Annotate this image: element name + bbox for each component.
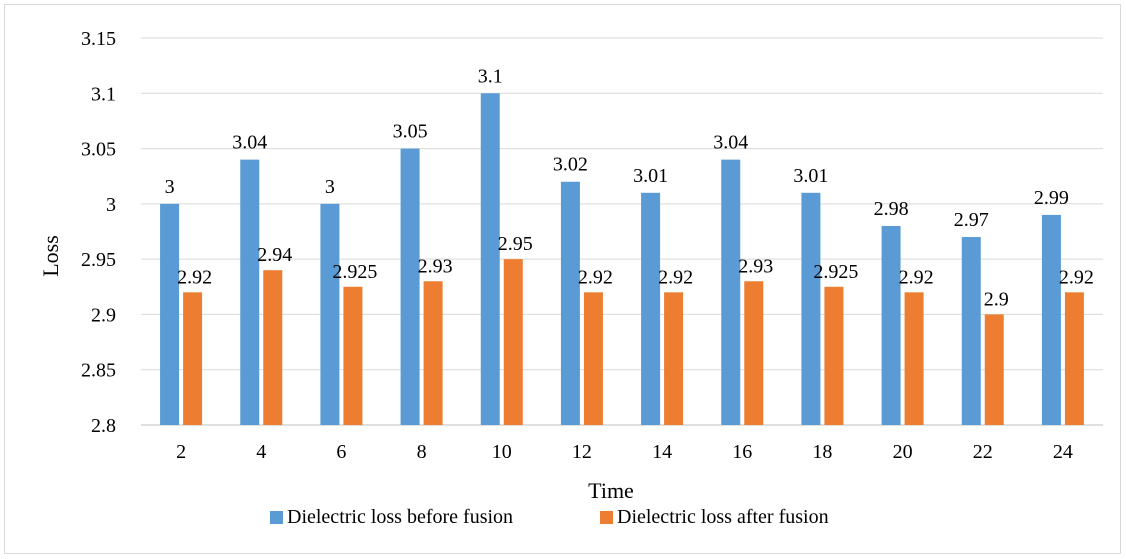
bar-before — [400, 148, 420, 426]
legend: Dielectric loss before fusion Dielectric … — [270, 506, 829, 528]
data-label: 2.93 — [738, 255, 773, 277]
x-tick-label: 20 — [893, 441, 913, 463]
data-label: 3.01 — [633, 165, 668, 187]
data-label: 3 — [165, 176, 175, 198]
y-tick-label: 3.15 — [81, 28, 116, 50]
bar-before — [160, 203, 180, 425]
y-tick-label: 2.8 — [91, 415, 116, 437]
bar-before — [881, 225, 901, 425]
legend-swatch — [600, 511, 613, 524]
bar-before — [961, 237, 981, 425]
data-label: 2.95 — [498, 233, 533, 255]
x-axis-ticks: 2 4 6 8 10 12 14 16 18 20 22 24 — [176, 441, 1073, 463]
bar-after — [664, 292, 684, 425]
y-tick-label: 2.9 — [91, 304, 116, 326]
y-tick-label: 2.85 — [81, 360, 116, 382]
bar-after — [183, 292, 203, 425]
data-label: 2.99 — [1034, 187, 1069, 209]
data-labels: 3 2.92 3.04 2.94 3 2.925 3.05 2.93 3.1 2.95 3.02 2.… — [165, 65, 1094, 310]
bar-after — [824, 286, 844, 425]
data-label: 2.92 — [658, 266, 693, 288]
data-label: 2.92 — [1059, 266, 1094, 288]
bar-before — [801, 192, 821, 425]
x-tick-label: 18 — [812, 441, 832, 463]
data-label: 2.92 — [578, 266, 613, 288]
x-tick-label: 6 — [336, 441, 346, 463]
legend-label: Dielectric loss after fusion — [617, 506, 829, 528]
bar-after — [263, 270, 283, 425]
data-label: 2.98 — [874, 198, 909, 220]
data-label: 2.97 — [954, 209, 989, 231]
y-tick-label: 3.05 — [81, 139, 116, 161]
data-label: 2.9 — [984, 288, 1009, 310]
bars — [160, 93, 1084, 426]
x-axis-title: Time — [588, 478, 634, 503]
bar-before — [721, 159, 741, 425]
data-label: 2.925 — [813, 261, 858, 283]
bar-after — [423, 281, 443, 425]
bar-after — [904, 292, 924, 425]
x-tick-label: 10 — [492, 441, 512, 463]
legend-label: Dielectric loss before fusion — [287, 506, 513, 528]
bar-before — [1041, 214, 1061, 425]
x-tick-label: 24 — [1053, 441, 1073, 463]
gridlines — [141, 37, 1103, 426]
x-tick-label: 2 — [176, 441, 186, 463]
x-tick-label: 4 — [256, 441, 266, 463]
bar-after — [583, 292, 603, 425]
data-label: 3.02 — [553, 154, 588, 176]
bar-before — [480, 93, 500, 426]
data-label: 3.01 — [793, 165, 828, 187]
x-tick-label: 8 — [417, 441, 427, 463]
bar-after — [343, 286, 363, 425]
x-tick-label: 22 — [973, 441, 993, 463]
y-tick-label: 2.95 — [81, 249, 116, 271]
x-tick-label: 14 — [652, 441, 672, 463]
data-label: 3 — [325, 176, 335, 198]
y-tick-label: 3 — [106, 194, 116, 216]
x-tick-label: 16 — [732, 441, 752, 463]
data-label: 3.05 — [393, 121, 428, 143]
data-label: 2.93 — [418, 255, 453, 277]
legend-swatch — [270, 511, 283, 524]
bar-after — [744, 281, 764, 425]
data-label: 2.94 — [257, 244, 292, 266]
bar-before — [320, 203, 340, 425]
x-tick-label: 12 — [572, 441, 592, 463]
data-label: 2.92 — [899, 266, 934, 288]
y-axis-ticks: 2.8 2.85 2.9 2.95 3 3.05 3.1 3.15 — [81, 28, 116, 437]
data-label: 3.1 — [478, 65, 503, 87]
bar-before — [641, 192, 661, 425]
data-label: 2.925 — [332, 261, 377, 283]
y-tick-label: 3.1 — [91, 83, 116, 105]
bar-after — [503, 259, 523, 425]
bar-before — [560, 181, 580, 425]
bar-after — [984, 314, 1004, 425]
data-label: 2.92 — [177, 266, 212, 288]
bar-before — [240, 159, 260, 425]
data-label: 3.04 — [713, 132, 748, 154]
data-label: 3.04 — [232, 132, 267, 154]
y-axis-title: Loss — [38, 235, 63, 277]
bar-after — [1064, 292, 1084, 425]
